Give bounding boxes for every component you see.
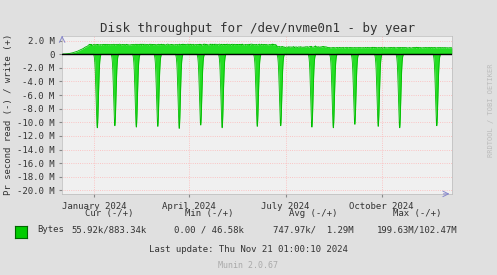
Text: Last update: Thu Nov 21 01:00:10 2024: Last update: Thu Nov 21 01:00:10 2024 [149, 245, 348, 254]
Text: 0.00 / 46.58k: 0.00 / 46.58k [174, 226, 244, 234]
Title: Disk throughput for /dev/nvme0n1 - by year: Disk throughput for /dev/nvme0n1 - by ye… [100, 21, 414, 35]
Text: 199.63M/102.47M: 199.63M/102.47M [377, 226, 458, 234]
Text: 55.92k/883.34k: 55.92k/883.34k [72, 226, 147, 234]
Text: RRDTOOL / TOBI OETIKER: RRDTOOL / TOBI OETIKER [488, 63, 494, 157]
Text: Bytes: Bytes [37, 226, 64, 234]
Text: Cur (-/+): Cur (-/+) [85, 209, 134, 218]
Text: Min (-/+): Min (-/+) [184, 209, 233, 218]
Text: 747.97k/  1.29M: 747.97k/ 1.29M [273, 226, 353, 234]
Text: Munin 2.0.67: Munin 2.0.67 [219, 261, 278, 270]
Y-axis label: Pr second read (-) / write (+): Pr second read (-) / write (+) [3, 34, 13, 196]
Text: Max (-/+): Max (-/+) [393, 209, 442, 218]
Text: Avg (-/+): Avg (-/+) [289, 209, 337, 218]
